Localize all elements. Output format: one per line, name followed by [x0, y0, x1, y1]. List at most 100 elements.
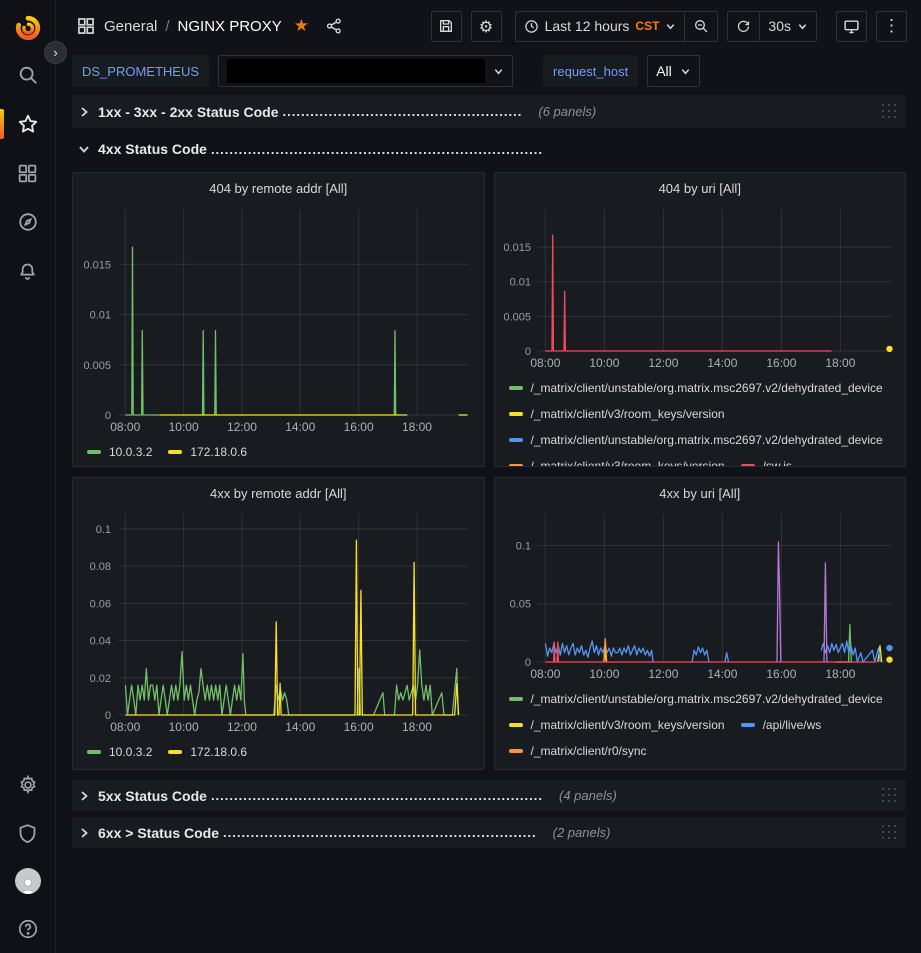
- sidebar-item-dashboards[interactable]: [0, 161, 56, 185]
- chevron-down-icon: [797, 21, 808, 32]
- legend-series-name: /_matrix/client/v3/room_keys/version: [531, 459, 725, 468]
- compass-icon: [17, 211, 39, 233]
- svg-text:0.005: 0.005: [84, 360, 112, 372]
- legend-item[interactable]: /sw.js: [741, 455, 792, 467]
- row-header-5xx[interactable]: 5xx Status Code ........................…: [72, 780, 906, 811]
- panel-legend: 10.0.3.2 172.18.0.6: [73, 737, 484, 762]
- favorite-star-icon[interactable]: ★: [294, 16, 309, 36]
- time-range-picker[interactable]: Last 12 hours CST: [516, 12, 685, 41]
- timeseries-chart[interactable]: 00.050.108:0010:0012:0014:0016:0018:00: [498, 506, 902, 684]
- panel-title[interactable]: 4xx by uri [All]: [495, 478, 906, 506]
- refresh-interval-picker[interactable]: 30s: [759, 12, 816, 41]
- legend-series-name: 172.18.0.6: [190, 745, 247, 759]
- row-drag-handle[interactable]: [882, 104, 898, 120]
- variable-label-ds-prometheus: DS_PROMETHEUS: [72, 55, 209, 87]
- more-options-button[interactable]: ⋮: [876, 11, 907, 42]
- legend-item[interactable]: /api/live/ws: [741, 714, 822, 735]
- panel-title[interactable]: 404 by remote addr [All]: [73, 173, 484, 201]
- legend-series-name: /_matrix/client/unstable/org.matrix.msc2…: [531, 692, 883, 706]
- save-dashboard-button[interactable]: [431, 11, 462, 42]
- sidebar-item-configuration[interactable]: [0, 773, 56, 797]
- svg-text:12:00: 12:00: [648, 667, 678, 681]
- svg-text:18:00: 18:00: [825, 667, 855, 681]
- svg-text:08:00: 08:00: [111, 720, 141, 734]
- sidebar-item-search[interactable]: [0, 63, 56, 87]
- apps-grid-icon: [76, 16, 96, 36]
- sidebar-item-alerting[interactable]: [0, 259, 56, 283]
- row-drag-handle[interactable]: [882, 825, 898, 841]
- save-icon: [438, 18, 454, 34]
- legend-item[interactable]: 10.0.3.2: [87, 741, 152, 762]
- svg-text:0.01: 0.01: [509, 277, 530, 289]
- svg-text:12:00: 12:00: [227, 720, 257, 734]
- dashboard-settings-button[interactable]: ⚙: [471, 11, 502, 42]
- legend-series-name: /_matrix/client/r0/sync: [531, 744, 647, 758]
- sidebar-item-profile[interactable]: [0, 869, 56, 893]
- legend-item[interactable]: /_matrix/client/v3/room_keys/version: [509, 714, 725, 735]
- legend-item[interactable]: /_matrix/client/v3/room_keys/version: [509, 455, 725, 467]
- sidebar-item-help[interactable]: [0, 917, 56, 941]
- legend-item[interactable]: 172.18.0.6: [168, 441, 247, 462]
- row-header-4xx[interactable]: 4xx Status Code ........................…: [72, 135, 906, 163]
- legend-item[interactable]: /_matrix/client/unstable/org.matrix.msc2…: [509, 429, 883, 450]
- legend-series-name: 172.18.0.6: [190, 445, 247, 459]
- row-header-1xx-3xx-2xx[interactable]: 1xx - 3xx - 2xx Status Code ............…: [72, 95, 906, 128]
- row-title-dots: ........................................…: [211, 788, 543, 803]
- svg-text:14:00: 14:00: [707, 667, 737, 681]
- legend-item[interactable]: 10.0.3.2: [87, 441, 152, 462]
- legend-item[interactable]: /_matrix/client/v3/room_keys/version: [509, 403, 725, 424]
- row-drag-handle[interactable]: [882, 788, 898, 804]
- grafana-logo-icon[interactable]: [15, 15, 41, 41]
- legend-swatch: [509, 697, 523, 701]
- share-icon[interactable]: [325, 17, 343, 35]
- row-title-dots: ........................................…: [211, 142, 543, 157]
- legend-item[interactable]: 172.18.0.6: [168, 741, 247, 762]
- svg-text:10:00: 10:00: [589, 356, 619, 370]
- variable-value-ds-prometheus[interactable]: [218, 55, 513, 87]
- legend-item[interactable]: /_matrix/client/r0/sync: [509, 740, 647, 761]
- dashboard-title[interactable]: NGINX PROXY: [178, 18, 282, 35]
- legend-swatch: [509, 438, 523, 442]
- row-header-6xx[interactable]: 6xx > Status Code ......................…: [72, 817, 906, 848]
- refresh-button[interactable]: [728, 12, 759, 41]
- panel-title[interactable]: 4xx by remote addr [All]: [73, 478, 484, 506]
- legend-swatch: [168, 450, 182, 454]
- legend-series-name: /_matrix/client/v3/room_keys/version: [531, 718, 725, 732]
- svg-text:14:00: 14:00: [286, 720, 316, 734]
- svg-text:0.06: 0.06: [90, 598, 111, 610]
- navbar: General / NGINX PROXY ★ ⚙ Last 12 hours …: [56, 0, 921, 52]
- breadcrumb-separator: /: [165, 18, 169, 35]
- legend-item[interactable]: /_matrix/client/unstable/org.matrix.msc2…: [509, 766, 883, 770]
- svg-text:0.08: 0.08: [90, 561, 111, 573]
- timeseries-chart[interactable]: 00.020.040.060.080.108:0010:0012:0014:00…: [78, 506, 478, 737]
- legend-swatch: [741, 464, 755, 468]
- svg-text:14:00: 14:00: [707, 356, 737, 370]
- sidebar-item-server-admin[interactable]: [0, 821, 56, 845]
- panel-title[interactable]: 404 by uri [All]: [495, 173, 906, 201]
- row-panel-count: (2 panels): [553, 825, 611, 840]
- zoom-out-time-button[interactable]: [684, 12, 717, 41]
- cycle-view-mode-button[interactable]: [836, 11, 867, 42]
- breadcrumb-folder[interactable]: General: [104, 18, 157, 35]
- timezone-badge: CST: [635, 19, 659, 33]
- variable-value-request-host[interactable]: All: [647, 55, 700, 87]
- sidebar-item-explore[interactable]: [0, 210, 56, 234]
- sidebar-item-starred[interactable]: [0, 112, 56, 136]
- svg-text:18:00: 18:00: [825, 356, 855, 370]
- panel-4xx-by-remote-addr: 4xx by remote addr [All] 00.020.040.060.…: [72, 477, 485, 770]
- shield-icon: [17, 823, 38, 844]
- chevron-down-icon: [665, 21, 676, 32]
- panel-404-by-uri: 404 by uri [All] 00.0050.010.01508:0010:…: [494, 172, 907, 467]
- row-title-dots: ........................................…: [223, 825, 537, 840]
- legend-swatch: [509, 749, 523, 753]
- sidebar-expand-button[interactable]: ›: [44, 41, 67, 64]
- bell-icon: [17, 261, 38, 282]
- timeseries-chart[interactable]: 00.0050.010.01508:0010:0012:0014:0016:00…: [498, 201, 902, 373]
- refresh-interval-label: 30s: [768, 18, 791, 34]
- chevron-down-icon: [493, 66, 504, 77]
- svg-text:16:00: 16:00: [766, 356, 796, 370]
- timeseries-chart[interactable]: 00.0050.010.01508:0010:0012:0014:0016:00…: [78, 201, 478, 437]
- svg-text:12:00: 12:00: [227, 420, 257, 434]
- legend-item[interactable]: /_matrix/client/unstable/org.matrix.msc2…: [509, 377, 883, 398]
- legend-item[interactable]: /_matrix/client/unstable/org.matrix.msc2…: [509, 688, 883, 709]
